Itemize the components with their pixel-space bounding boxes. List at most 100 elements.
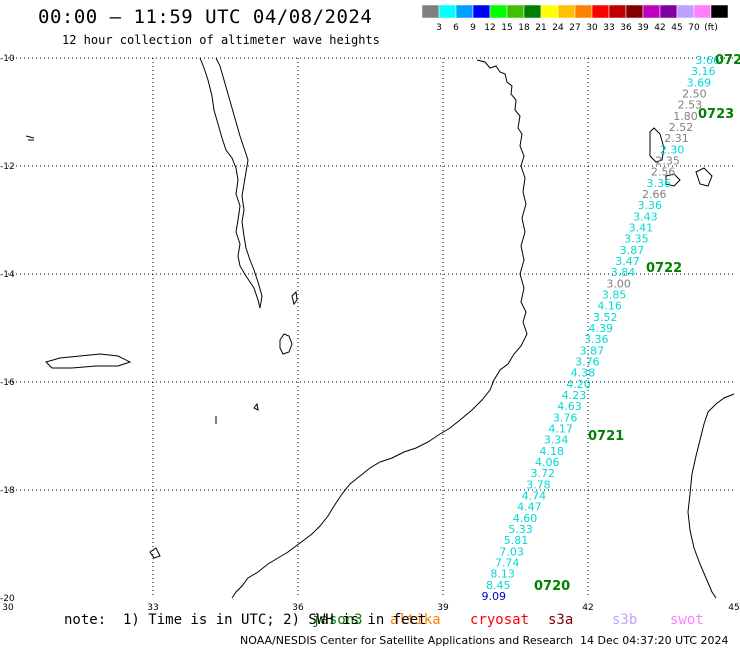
wave-height-value: 8.45 <box>486 579 511 592</box>
wave-height-value: 4.60 <box>513 512 538 525</box>
wave-height-value: 3.34 <box>544 434 569 447</box>
wave-height-value: 3.66 <box>696 54 721 67</box>
wave-height-value: 3.87 <box>580 344 605 357</box>
wave-height-value: 2.35 <box>655 155 680 168</box>
scale-label: 70 <box>688 23 700 33</box>
wave-height-value: 3.72 <box>531 467 556 480</box>
wave-height-value: 3.78 <box>526 478 551 491</box>
lon-label: 45 <box>728 603 739 610</box>
coastline <box>25 57 735 599</box>
map-title: 00:00 – 11:59 UTC 04/08/2024 <box>38 6 373 28</box>
scale-label: 45 <box>671 23 682 33</box>
wave-height-value: 3.36 <box>584 333 609 346</box>
wave-height-value: 8.13 <box>490 568 515 581</box>
scale-label: 18 <box>518 23 530 33</box>
footer-credit: NOAA/NESDIS Center for Satellite Applica… <box>240 634 574 647</box>
scale-label: 33 <box>603 23 614 33</box>
scale-label: 15 <box>501 23 512 33</box>
wave-height-value: 3.69 <box>687 76 712 89</box>
lat-label: -14 <box>0 270 15 280</box>
wave-height-value: 3.47 <box>615 255 640 268</box>
lon-label: 42 <box>582 603 593 610</box>
satellite-legend-item: jason3 <box>312 612 363 628</box>
wave-height-value: 2.31 <box>664 132 689 145</box>
wave-height-value: 3.76 <box>575 356 600 369</box>
scale-label: 30 <box>586 23 598 33</box>
lon-label: 36 <box>292 603 304 610</box>
wave-height-value: 4.47 <box>517 501 542 514</box>
wave-height-value: 7.03 <box>499 545 524 558</box>
wave-height-value: 3.85 <box>602 289 627 302</box>
wave-height-value: 2.50 <box>682 88 707 101</box>
satellite-legend-item: s3b <box>612 612 638 628</box>
footer-note: note: 1) Time is in UTC; 2) SWH is in fe… <box>64 612 427 628</box>
wave-height-value: 3.87 <box>620 244 645 257</box>
wave-height-value: 4.06 <box>535 456 560 469</box>
scale-label: 27 <box>569 23 580 33</box>
wave-height-value: 5.33 <box>508 523 533 536</box>
pass-time-label: 0721 <box>588 429 624 444</box>
wave-height-value: 3.84 <box>611 266 636 279</box>
wave-height-value: 3.76 <box>553 411 578 424</box>
wave-height-value: 4.18 <box>539 445 564 458</box>
wave-height-value: 7.74 <box>495 557 520 570</box>
wave-height-value: 3.00 <box>606 277 631 290</box>
wave-height-color-scale: 3 6 9 12 15 18 21 24 27 30 33 36 39 42 45 70 (ft) <box>422 5 729 33</box>
scale-label: (ft) <box>704 23 718 33</box>
pass-time-label: 0722 <box>646 261 682 276</box>
wave-height-value: 3.43 <box>633 210 658 223</box>
lon-label: 30 <box>2 603 14 610</box>
altimeter-track: 3.663.163.692.502.531.802.522.312.302.35… <box>482 54 721 603</box>
lon-label: 39 <box>437 603 449 610</box>
scale-label: 39 <box>637 23 649 33</box>
wave-height-value: 3.36 <box>646 177 671 190</box>
wave-height-value: 9.09 <box>482 590 507 603</box>
lat-label: -16 <box>0 378 15 388</box>
wave-height-value: 4.16 <box>597 300 622 313</box>
scale-label: 24 <box>552 23 564 33</box>
wave-height-value: 3.16 <box>691 65 716 78</box>
lat-labels: -10 -12 -14 -16 -18 -20 <box>0 54 15 604</box>
wave-height-value: 4.74 <box>522 490 547 503</box>
footer-timestamp: 14 Dec 04:37:20 UTC 2024 <box>580 634 729 647</box>
lon-label: 33 <box>147 603 158 610</box>
wave-height-value: 4.63 <box>557 400 582 413</box>
satellite-legend: jason3 altika cryosat s3a s3b swot <box>0 612 740 632</box>
wave-height-value: 3.41 <box>629 222 654 235</box>
wave-height-value: 1.80 <box>673 110 698 123</box>
wave-height-value: 5.81 <box>504 534 529 547</box>
scale-label: 6 <box>453 23 459 33</box>
scale-swatch <box>710 5 729 19</box>
satellite-legend-item: cryosat <box>470 612 530 628</box>
lat-label: -10 <box>0 54 15 64</box>
satellite-legend-item: s3a <box>548 612 574 628</box>
wave-height-value: 3.36 <box>638 199 663 212</box>
scale-label: 12 <box>484 23 495 33</box>
wave-height-value: 3.52 <box>593 311 618 324</box>
pass-time-label: 0723 <box>698 107 734 122</box>
wave-height-value: 2.53 <box>678 99 703 112</box>
lon-labels: 30 33 36 39 42 45 <box>2 603 739 610</box>
grid <box>8 57 734 598</box>
map-subtitle: 12 hour collection of altimeter wave hei… <box>62 33 380 47</box>
pass-time-label: 0720 <box>534 579 570 594</box>
pass-time-label: 0724 <box>715 53 740 68</box>
scale-label: 21 <box>535 23 546 33</box>
wave-height-value: 2.30 <box>660 143 685 156</box>
wave-height-value: 4.23 <box>562 389 587 402</box>
scale-label: 36 <box>620 23 632 33</box>
wave-height-value: 3.35 <box>624 233 649 246</box>
satellite-legend-item: swot <box>670 612 704 628</box>
lat-label: -20 <box>0 594 15 604</box>
wave-height-value: 2.52 <box>669 121 694 134</box>
lat-label: -18 <box>0 486 15 496</box>
wave-height-value: 2.66 <box>642 188 667 201</box>
wave-height-value: 2.56 <box>651 166 676 179</box>
wave-height-value: 4.20 <box>566 378 591 391</box>
map-area: -10 -12 -14 -16 -18 -20 30 33 36 39 42 45 3.663.16… <box>0 53 740 610</box>
lat-label: -12 <box>0 162 15 172</box>
satellite-legend-item: altika <box>390 612 441 628</box>
scale-label: 9 <box>470 23 476 33</box>
wave-height-value: 4.39 <box>589 322 614 335</box>
track-time-labels: 0724 0723 0722 0721 0720 <box>534 53 740 594</box>
